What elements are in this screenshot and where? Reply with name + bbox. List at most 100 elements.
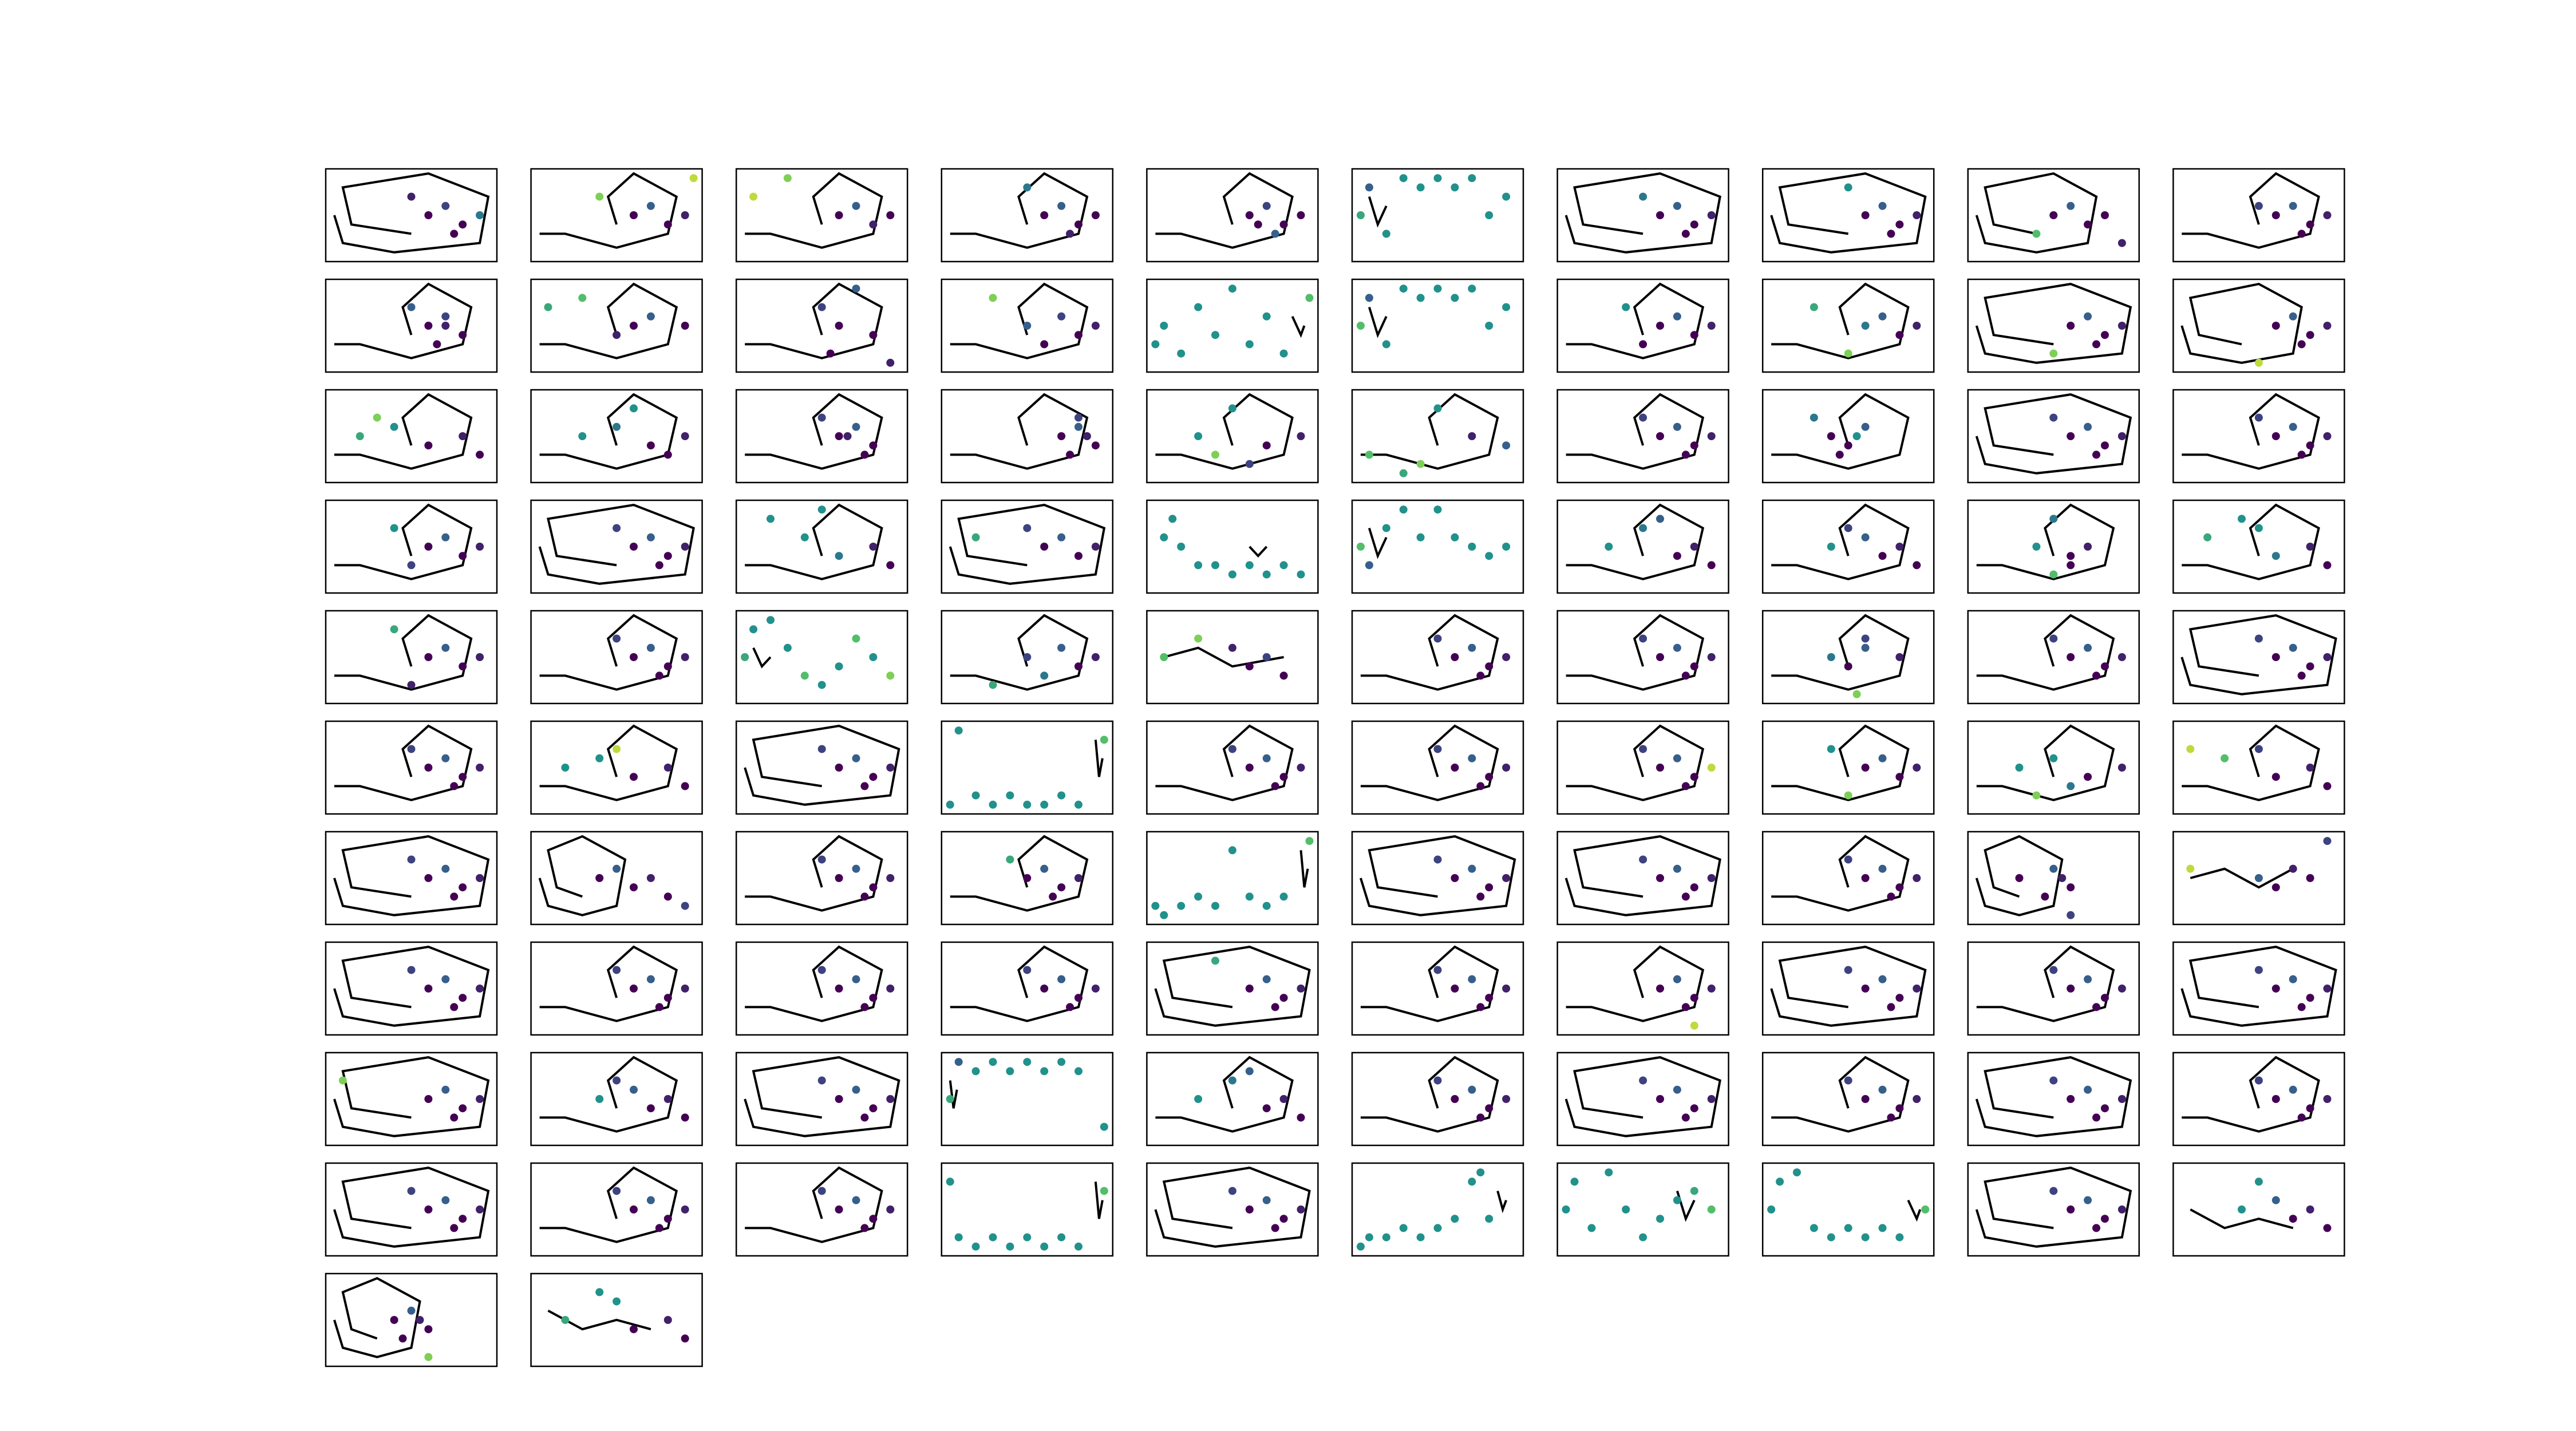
scatter-point	[1262, 1104, 1271, 1113]
trajectory-line	[1566, 724, 1705, 801]
scatter-point	[646, 1196, 655, 1204]
scatter-point	[2049, 754, 2058, 762]
scatter-point	[2101, 441, 2109, 450]
scatter-point	[869, 1104, 878, 1113]
scatter-point	[1433, 966, 1442, 974]
scatter-point	[1433, 1224, 1442, 1232]
trajectory-line	[752, 647, 772, 669]
scatter-point	[1776, 1177, 1784, 1186]
scatter-point	[1895, 1233, 1904, 1242]
scatter-point	[2289, 312, 2297, 321]
scatter-point	[1852, 432, 1861, 440]
scatter-point	[869, 543, 878, 551]
panel	[735, 1051, 908, 1147]
scatter-point	[459, 883, 467, 892]
scatter-point	[783, 174, 792, 183]
scatter-point	[1673, 754, 1681, 762]
panel	[325, 831, 498, 926]
panel	[1967, 168, 2140, 263]
scatter-point	[1245, 340, 1254, 349]
scatter-point	[1211, 956, 1219, 965]
scatter-point	[1091, 322, 1100, 330]
scatter-point	[2306, 543, 2314, 551]
trajectory-line	[2190, 1208, 2294, 1230]
scatter-point	[1895, 773, 1904, 781]
scatter-point	[1844, 966, 1852, 974]
scatter-point	[2049, 570, 2058, 579]
scatter-point	[476, 874, 484, 882]
scatter-point	[989, 800, 997, 809]
scatter-point	[2323, 1224, 2332, 1232]
trajectory-line	[1975, 393, 2132, 475]
scatter-point	[630, 773, 638, 781]
scatter-point	[355, 432, 364, 440]
scatter-point	[433, 340, 441, 349]
scatter-point	[2032, 230, 2041, 238]
scatter-point	[2092, 340, 2101, 349]
panel	[1761, 499, 1935, 594]
scatter-point	[1485, 552, 1494, 560]
scatter-point	[1160, 653, 1168, 661]
scatter-point	[1356, 1242, 1365, 1251]
panel	[1351, 278, 1524, 373]
panel-frame	[325, 1272, 498, 1367]
scatter-point	[1673, 975, 1681, 983]
scatter-point	[1639, 413, 1647, 422]
scatter-point	[424, 874, 433, 882]
scatter-point	[1433, 634, 1442, 643]
panel	[530, 831, 703, 926]
scatter-point	[450, 1113, 459, 1122]
scatter-point	[2101, 211, 2109, 219]
scatter-point	[1245, 662, 1254, 671]
scatter-point	[1656, 985, 1664, 993]
scatter-point	[1827, 1233, 1835, 1242]
scatter-point	[2306, 1104, 2314, 1113]
scatter-point	[2067, 201, 2075, 210]
panel	[2172, 499, 2345, 594]
scatter-point	[1091, 985, 1100, 993]
panel-frame	[1761, 831, 1935, 926]
panel	[325, 1051, 498, 1147]
scatter-point	[1194, 892, 1203, 901]
panel	[1967, 720, 2140, 815]
trajectory-line	[1676, 1191, 1696, 1222]
scatter-point	[1878, 754, 1887, 762]
scatter-point	[835, 1205, 843, 1213]
scatter-point	[1365, 561, 1373, 570]
scatter-point	[681, 211, 689, 219]
scatter-point	[407, 745, 416, 753]
scatter-point	[1040, 340, 1049, 349]
scatter-point	[1861, 874, 1870, 882]
scatter-point	[1297, 211, 1305, 219]
scatter-point	[1279, 220, 1288, 229]
scatter-point	[2271, 211, 2280, 219]
scatter-point	[1485, 1104, 1494, 1113]
scatter-point	[459, 662, 467, 671]
scatter-point	[1707, 1205, 1716, 1213]
scatter-point	[835, 874, 843, 882]
scatter-point	[2067, 561, 2075, 570]
scatter-point	[1297, 432, 1305, 440]
trajectory-line	[745, 503, 883, 580]
scatter-point	[1074, 874, 1082, 882]
scatter-point	[1194, 303, 1203, 311]
scatter-point	[1878, 1085, 1887, 1094]
panel	[941, 278, 1114, 373]
scatter-point	[1690, 883, 1698, 892]
scatter-point	[852, 975, 860, 983]
trajectory-line	[1368, 196, 1388, 228]
scatter-point	[373, 413, 381, 422]
scatter-point	[946, 800, 954, 809]
panel	[941, 720, 1114, 815]
scatter-point	[1023, 874, 1032, 882]
scatter-point	[1279, 994, 1288, 1002]
trajectory-line	[1360, 724, 1499, 801]
panel	[1967, 1162, 2140, 1257]
panel-frame	[1967, 499, 2140, 594]
panel	[1761, 720, 1935, 815]
scatter-point	[817, 681, 826, 689]
scatter-point	[2323, 653, 2332, 661]
scatter-point	[441, 201, 450, 210]
scatter-point	[1262, 754, 1271, 762]
scatter-point	[681, 543, 689, 551]
